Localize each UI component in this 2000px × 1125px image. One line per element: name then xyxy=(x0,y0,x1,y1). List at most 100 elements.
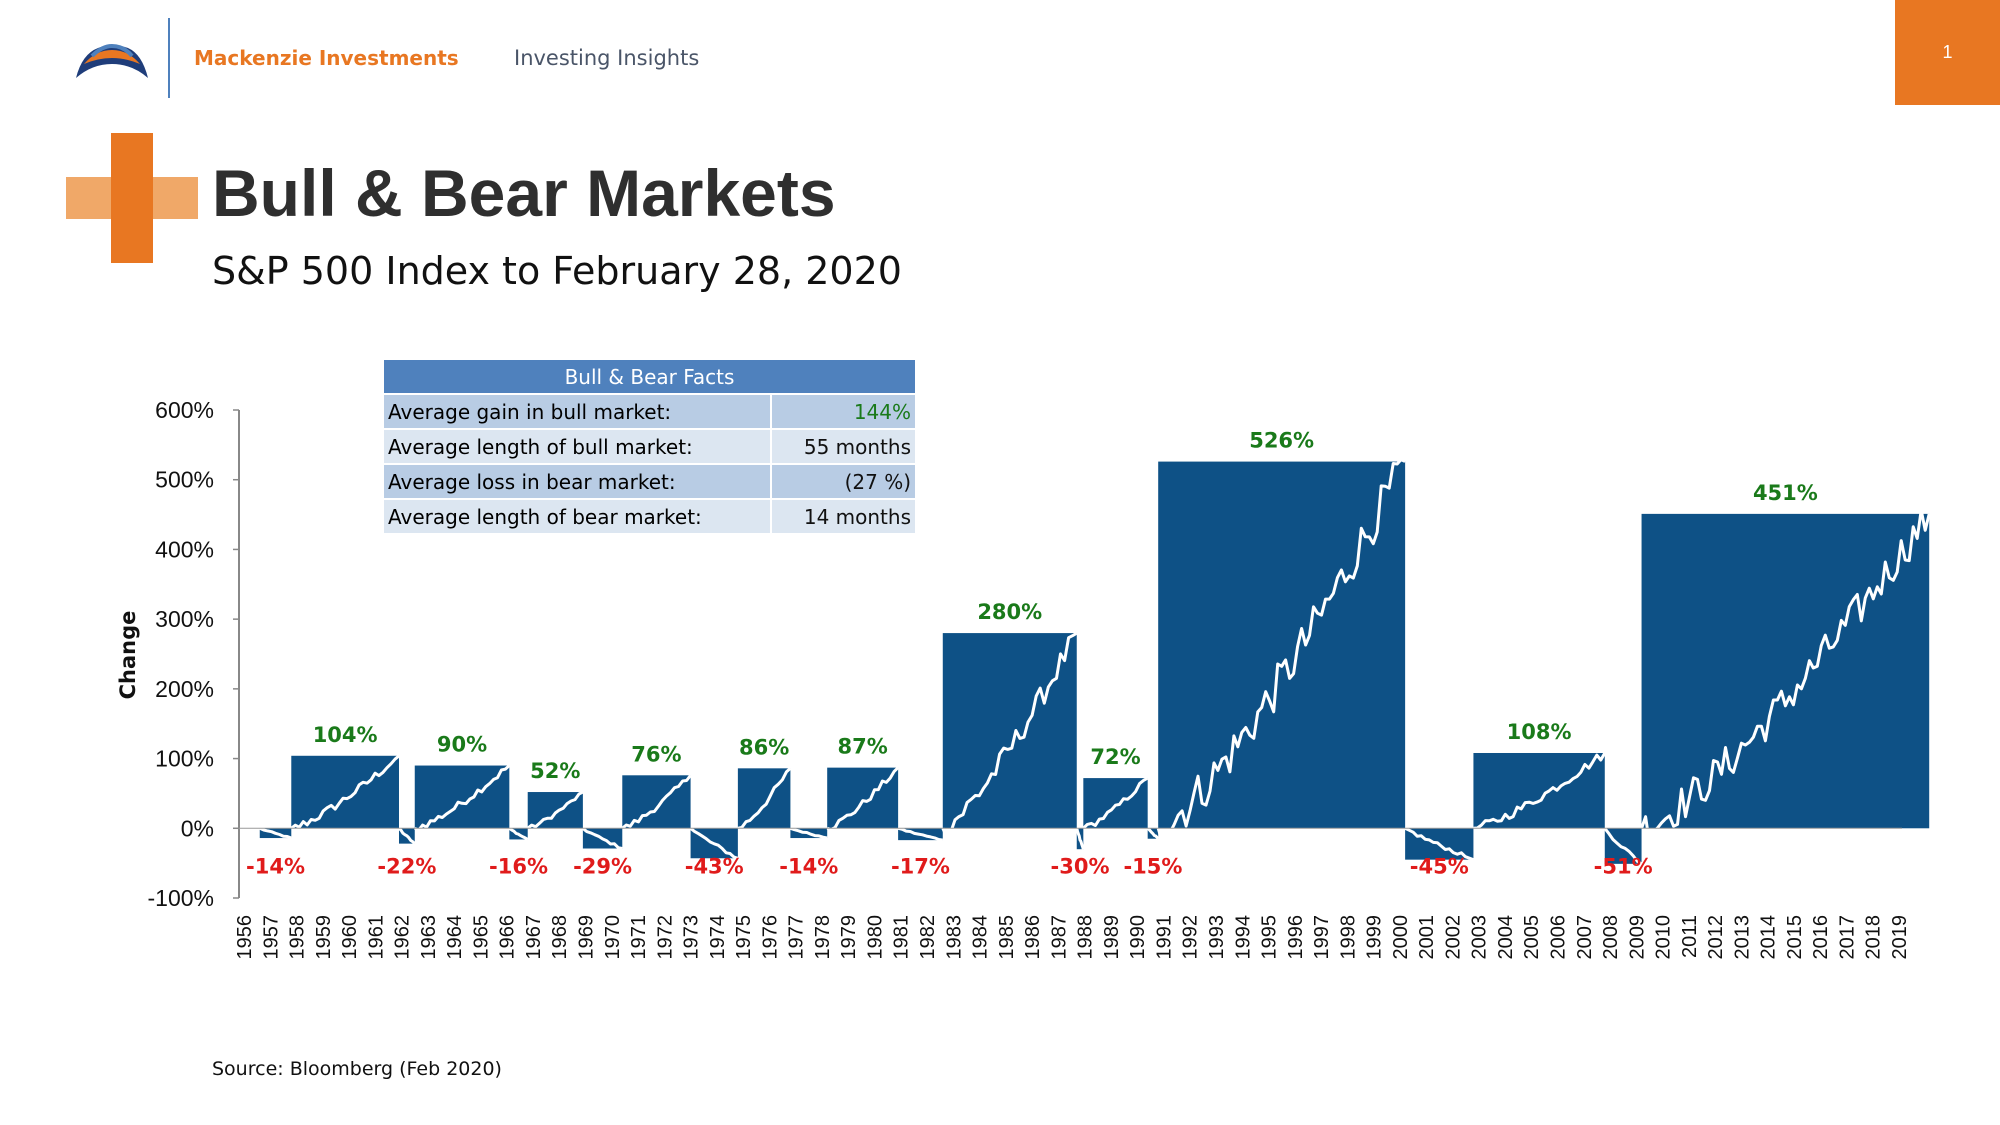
x-tick-label: 2006 xyxy=(1547,915,1569,960)
x-tick-label: 2001 xyxy=(1416,915,1438,960)
x-tick-label: 1967 xyxy=(523,915,545,960)
x-tick-label: 1983 xyxy=(943,915,965,960)
facts-label: Average loss in bear market: xyxy=(382,463,772,500)
x-tick-label: 2016 xyxy=(1810,915,1832,960)
bear-change-label: -14% xyxy=(246,854,305,878)
facts-table: Bull & Bear Facts Average gain in bull m… xyxy=(382,358,917,535)
x-tick-label: 1984 xyxy=(970,915,992,960)
header-divider xyxy=(168,18,170,98)
bull-market-bar xyxy=(1641,513,1930,829)
x-tick-label: 1982 xyxy=(917,915,939,960)
bull-market-bar xyxy=(291,755,399,829)
bear-change-label: -43% xyxy=(685,854,744,878)
x-tick-label: 1961 xyxy=(365,915,387,960)
x-tick-label: 1980 xyxy=(864,915,886,960)
bull-market-bar xyxy=(414,765,510,829)
x-tick-label: 1989 xyxy=(1101,915,1123,960)
bull-market-bar xyxy=(942,633,1077,829)
facts-row: Average gain in bull market: 144% xyxy=(382,393,917,430)
bull-change-label: 526% xyxy=(1249,429,1314,453)
index-line xyxy=(1404,826,1474,862)
x-tick-label: 1995 xyxy=(1259,915,1281,960)
bear-change-label: -22% xyxy=(377,854,436,878)
x-tick-label: 2003 xyxy=(1469,915,1491,960)
bull-change-label: 90% xyxy=(437,733,487,757)
x-tick-label: 1991 xyxy=(1153,915,1175,960)
x-tick-label: 1990 xyxy=(1127,915,1149,960)
index-line xyxy=(1473,752,1607,830)
x-tick-label: 2011 xyxy=(1679,915,1701,958)
x-tick-label: 1959 xyxy=(313,915,335,960)
x-tick-label: 1968 xyxy=(549,915,571,960)
x-tick-label: 1971 xyxy=(628,915,650,960)
x-tick-label: 1956 xyxy=(234,915,256,960)
x-tick-label: 2000 xyxy=(1390,915,1412,960)
index-line xyxy=(826,766,900,832)
x-tick-label: 1964 xyxy=(444,915,466,960)
y-axis-title: Change xyxy=(116,611,140,700)
page-subtitle: S&P 500 Index to February 28, 2020 xyxy=(212,249,902,293)
x-tick-label: 1992 xyxy=(1180,915,1202,960)
y-tick-label: -100% xyxy=(148,885,214,911)
x-tick-label: 2005 xyxy=(1521,915,1543,960)
x-tick-label: 1960 xyxy=(339,915,361,960)
bear-change-label: -15% xyxy=(1123,854,1182,878)
x-tick-label: 2018 xyxy=(1863,915,1885,960)
facts-value: 55 months xyxy=(770,428,917,465)
index-line xyxy=(1075,827,1085,850)
x-tick-label: 1988 xyxy=(1075,915,1097,960)
bull-change-label: 104% xyxy=(313,723,378,747)
bull-change-label: 108% xyxy=(1507,720,1572,744)
x-tick-label: 1997 xyxy=(1311,915,1333,960)
index-line xyxy=(290,754,400,830)
index-line xyxy=(414,764,511,832)
brand-name: Mackenzie Investments xyxy=(194,46,459,70)
y-tick-label: 600% xyxy=(155,397,214,423)
x-tick-label: 2015 xyxy=(1784,915,1806,960)
x-tick-label: 1993 xyxy=(1206,915,1228,960)
x-tick-label: 2017 xyxy=(1836,915,1858,960)
x-tick-label: 2002 xyxy=(1442,915,1464,960)
source-note: Source: Bloomberg (Feb 2020) xyxy=(212,1058,502,1080)
index-line xyxy=(789,826,828,840)
index-line xyxy=(1640,508,1931,845)
x-tick-label: 1977 xyxy=(786,915,808,960)
x-tick-label: 2007 xyxy=(1574,915,1596,960)
x-tick-label: 1957 xyxy=(260,915,282,960)
facts-row: Average length of bear market: 14 months xyxy=(382,498,917,535)
x-tick-label: 1970 xyxy=(602,915,624,960)
y-tick-label: 400% xyxy=(155,536,214,562)
bull-change-label: 87% xyxy=(838,735,888,759)
index-line xyxy=(689,827,739,860)
x-tick-label: 1972 xyxy=(654,915,676,960)
bull-change-label: 86% xyxy=(739,735,789,759)
x-tick-label: 1958 xyxy=(287,915,309,960)
x-tick-label: 1966 xyxy=(497,915,519,960)
index-line xyxy=(1156,458,1406,844)
index-line xyxy=(941,631,1078,839)
y-tick-label: 200% xyxy=(155,676,214,702)
x-tick-label: 1965 xyxy=(470,915,492,960)
x-tick-label: 1974 xyxy=(707,915,729,960)
page-number: 1 xyxy=(1895,0,2000,105)
x-tick-label: 1981 xyxy=(891,915,913,960)
bull-change-label: 451% xyxy=(1753,481,1818,505)
x-tick-label: 2010 xyxy=(1653,915,1675,960)
y-tick-label: 300% xyxy=(155,606,214,632)
bull-market-bar xyxy=(827,767,899,829)
bull-change-label: 72% xyxy=(1090,745,1140,769)
x-tick-label: 1976 xyxy=(759,915,781,960)
bear-change-label: -45% xyxy=(1410,854,1469,878)
x-tick-label: 2019 xyxy=(1889,915,1911,960)
plus-icon xyxy=(66,133,198,263)
x-tick-label: 2008 xyxy=(1600,915,1622,960)
facts-value: (27 %) xyxy=(770,463,917,500)
x-tick-label: 1996 xyxy=(1285,915,1307,960)
index-line xyxy=(621,774,692,830)
index-line xyxy=(397,827,416,845)
facts-label: Average length of bear market: xyxy=(382,498,772,535)
x-tick-label: 2009 xyxy=(1626,915,1648,960)
bear-change-label: -30% xyxy=(1051,854,1110,878)
index-line xyxy=(581,827,623,850)
